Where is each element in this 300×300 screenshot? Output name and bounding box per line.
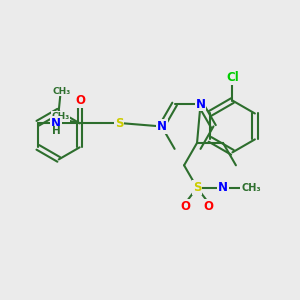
- Text: CH₃: CH₃: [52, 87, 71, 96]
- Text: N: N: [51, 117, 61, 130]
- Text: O: O: [75, 94, 85, 107]
- Text: CH₃: CH₃: [241, 183, 261, 193]
- Text: CH₃: CH₃: [51, 112, 70, 121]
- Text: O: O: [181, 200, 191, 213]
- Text: H: H: [52, 126, 60, 136]
- Text: S: S: [193, 181, 201, 194]
- Text: N: N: [218, 181, 228, 194]
- Text: N: N: [157, 120, 167, 133]
- Text: Cl: Cl: [226, 71, 239, 84]
- Text: O: O: [203, 200, 213, 213]
- Text: N: N: [196, 98, 206, 110]
- Text: S: S: [115, 117, 123, 130]
